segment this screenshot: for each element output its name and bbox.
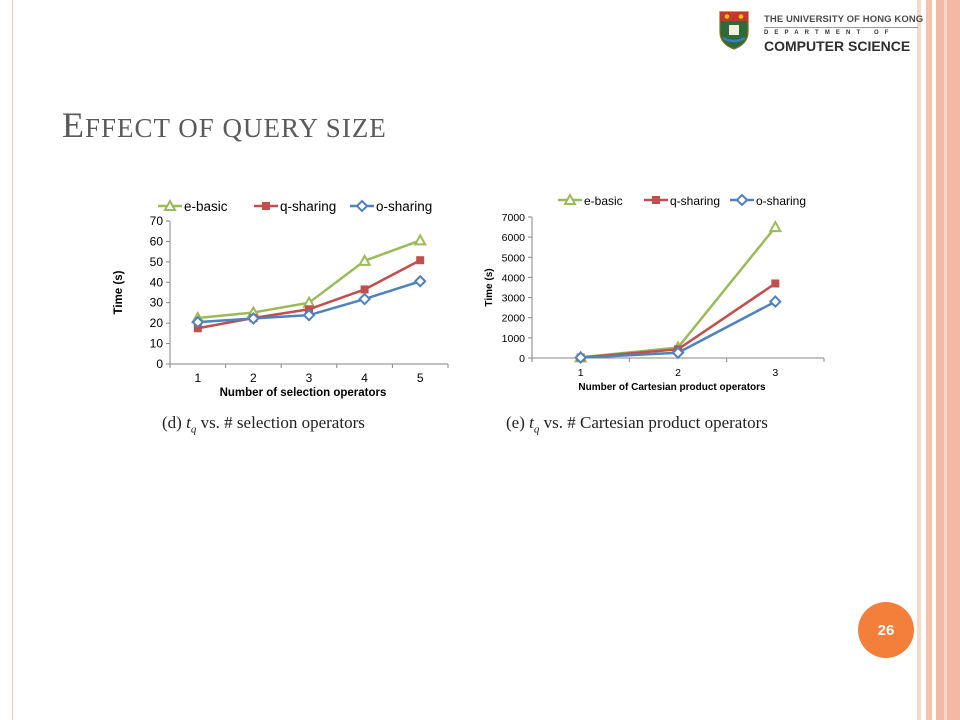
y-tick-label: 60 (150, 234, 164, 248)
crest-icon (719, 11, 749, 50)
data-point-o-sharing (302, 308, 316, 322)
caption-d-prefix: (d) (162, 413, 182, 432)
data-point-o-sharing (246, 312, 260, 325)
y-tick-label: 30 (150, 296, 164, 310)
left-border-rule (12, 0, 13, 720)
decorative-stripe (926, 0, 932, 720)
decorative-stripe (917, 0, 921, 720)
y-tick-label: 3000 (502, 293, 526, 305)
chart-cartesian-operators: 0 1000 2000 3000 4000 5000 6000 7000 1 2 3 Number o… (480, 184, 830, 408)
department-label: DEPARTMENT OF (764, 30, 895, 36)
data-point-o-sharing (574, 351, 588, 365)
legend-marker-e-basic (163, 198, 177, 211)
caption-d: (d) tq vs. # selection operators (162, 413, 365, 435)
data-point-q-sharing (771, 279, 780, 288)
data-point-e-basic (768, 220, 783, 233)
decorative-stripe (933, 0, 936, 720)
x-tick-label: 1 (194, 371, 201, 385)
data-point-o-sharing (413, 274, 427, 288)
legend-marker-e-basic (563, 192, 577, 205)
data-point-o-sharing (671, 346, 685, 360)
x-tick-label: 4 (361, 371, 368, 385)
y-tick-label: 50 (150, 255, 164, 269)
x-axis-title: Number of Cartesian product operators (578, 382, 766, 393)
caption-d-variable: t (186, 413, 191, 432)
decorative-stripe (944, 0, 947, 720)
legend-marker-o-sharing (735, 193, 749, 207)
university-name: THE UNIVERSITY OF HONG KONG (764, 14, 924, 25)
university-logo: THE UNIVERSITY OF HONG KONG DEPARTMENT O… (718, 10, 923, 56)
y-axis-title: Time (s) (484, 268, 495, 306)
y-tick-label: 7000 (502, 212, 526, 224)
decorative-stripe (936, 0, 960, 720)
decorative-stripe (923, 0, 925, 720)
caption-e: (e) tq vs. # Cartesian product operators (506, 413, 768, 435)
x-tick-label: 1 (578, 367, 584, 379)
department-name: COMPUTER SCIENCE (764, 38, 911, 54)
chart-selection-operators: 0 10 20 30 40 50 60 70 1 2 3 4 5 Number of selection … (108, 186, 460, 414)
caption-e-subscript: q (533, 423, 540, 436)
caption-d-subscript: q (190, 423, 197, 436)
caption-e-prefix: (e) (506, 413, 525, 432)
caption-e-text: vs. # Cartesian product operators (543, 413, 768, 432)
data-point-q-sharing (416, 256, 425, 265)
legend-label-q-sharing: q-sharing (670, 194, 720, 208)
y-tick-label: 6000 (502, 232, 526, 244)
legend-label-e-basic: e-basic (184, 199, 228, 214)
legend-marker-q-sharing (262, 202, 270, 210)
x-tick-label: 2 (250, 371, 257, 385)
logo-divider (764, 27, 918, 28)
data-point-e-basic (357, 253, 372, 266)
legend-label-o-sharing: o-sharing (376, 199, 432, 214)
x-tick-label: 3 (772, 367, 778, 379)
y-tick-label: 0 (156, 357, 163, 371)
slide-title-rest: FFECT OF QUERY SIZE (85, 113, 387, 143)
x-axis-title: Number of selection operators (220, 387, 387, 399)
page-number-badge: 26 (858, 602, 914, 658)
chart-d-svg: 0 10 20 30 40 50 60 70 1 2 3 4 5 Number of selection … (113, 198, 449, 399)
y-tick-label: 70 (150, 214, 164, 228)
y-tick-label: 10 (150, 337, 164, 351)
slide-title: EFFECT OF QUERY SIZE (62, 104, 387, 146)
x-tick-label: 3 (306, 371, 313, 385)
data-point-q-sharing (360, 285, 369, 294)
data-point-o-sharing (768, 295, 782, 309)
caption-e-variable: t (529, 413, 534, 432)
data-point-e-basic (413, 233, 427, 246)
y-axis-title: Time (s) (113, 270, 125, 314)
y-tick-label: 4000 (502, 272, 526, 284)
legend-label-e-basic: e-basic (584, 194, 623, 208)
legend-label-q-sharing: q-sharing (280, 199, 336, 214)
y-tick-label: 20 (150, 316, 164, 330)
legend-marker-q-sharing (652, 196, 660, 204)
y-tick-label: 5000 (502, 252, 526, 264)
y-tick-label: 1000 (502, 333, 526, 345)
chart-e-svg: 0 1000 2000 3000 4000 5000 6000 7000 1 2 3 Number o… (484, 192, 825, 393)
y-tick-label: 2000 (502, 313, 526, 325)
legend-marker-o-sharing (355, 199, 369, 213)
legend-label-o-sharing: o-sharing (756, 194, 806, 208)
data-point-o-sharing (191, 315, 205, 329)
data-point-o-sharing (358, 292, 372, 306)
y-tick-label: 0 (519, 353, 525, 365)
caption-d-text: vs. # selection operators (200, 413, 365, 432)
x-tick-label: 2 (675, 367, 681, 379)
x-tick-label: 5 (417, 371, 424, 385)
series-line-e-basic (580, 226, 777, 359)
slide-title-initial: E (62, 105, 85, 145)
y-tick-label: 40 (150, 275, 164, 289)
